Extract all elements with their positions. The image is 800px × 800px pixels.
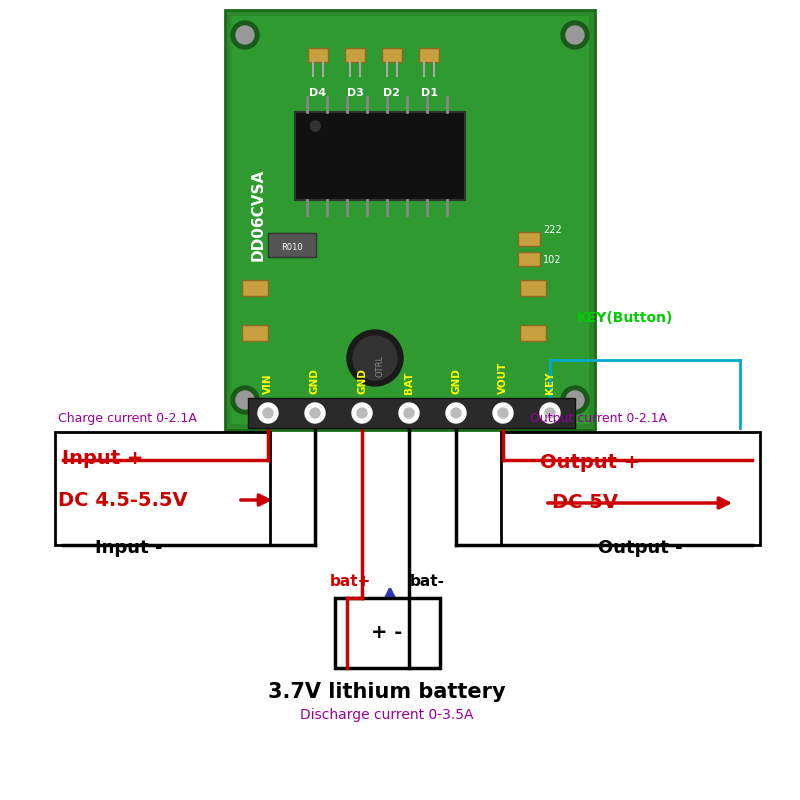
Circle shape — [498, 408, 508, 418]
Circle shape — [310, 121, 320, 131]
Circle shape — [566, 26, 584, 44]
Bar — [520, 280, 546, 296]
Bar — [518, 232, 540, 246]
Bar — [248, 398, 575, 428]
Text: R010: R010 — [281, 243, 303, 253]
Text: bat-: bat- — [410, 574, 445, 590]
Circle shape — [310, 408, 320, 418]
Text: GND: GND — [357, 368, 367, 394]
Bar — [335, 598, 440, 668]
Circle shape — [353, 336, 397, 380]
Bar — [55, 432, 270, 545]
Bar — [382, 48, 402, 62]
Circle shape — [347, 330, 403, 386]
Circle shape — [493, 403, 513, 423]
Bar — [225, 10, 595, 430]
Text: Input +: Input + — [62, 449, 143, 467]
Text: VOUT: VOUT — [498, 362, 508, 394]
Circle shape — [540, 403, 560, 423]
Text: + -: + - — [371, 623, 402, 642]
Circle shape — [545, 408, 555, 418]
Text: Discharge current 0-3.5A: Discharge current 0-3.5A — [300, 708, 474, 722]
Text: Output current 0-2.1A: Output current 0-2.1A — [530, 412, 667, 425]
Text: DC 5V: DC 5V — [552, 494, 618, 513]
Circle shape — [566, 391, 584, 409]
Text: KEY(Button): KEY(Button) — [577, 311, 673, 325]
Text: Output +: Output + — [540, 453, 640, 471]
Bar — [520, 325, 546, 341]
Circle shape — [399, 403, 419, 423]
Text: GND: GND — [451, 368, 461, 394]
Text: D1: D1 — [421, 88, 438, 98]
Text: D3: D3 — [346, 88, 363, 98]
Text: 102: 102 — [543, 255, 562, 265]
Circle shape — [236, 26, 254, 44]
Text: Output -: Output - — [598, 539, 682, 557]
Text: KEY: KEY — [545, 371, 555, 394]
Text: bat+: bat+ — [330, 574, 370, 590]
Circle shape — [231, 386, 259, 414]
Circle shape — [305, 403, 325, 423]
Bar — [268, 233, 316, 257]
Circle shape — [451, 408, 461, 418]
Bar — [345, 48, 365, 62]
Bar — [419, 48, 439, 62]
Text: 222: 222 — [543, 225, 562, 235]
Bar — [518, 252, 540, 266]
Text: VIN: VIN — [263, 374, 273, 394]
Text: OTRL: OTRL — [375, 355, 385, 377]
Circle shape — [352, 403, 372, 423]
Circle shape — [357, 408, 367, 418]
Text: D2: D2 — [383, 88, 401, 98]
Bar — [242, 325, 268, 341]
Bar — [231, 16, 589, 424]
Text: DC 4.5-5.5V: DC 4.5-5.5V — [58, 490, 188, 510]
Circle shape — [404, 408, 414, 418]
Circle shape — [263, 408, 273, 418]
Bar — [308, 48, 328, 62]
Circle shape — [446, 403, 466, 423]
Text: GND: GND — [310, 368, 320, 394]
Circle shape — [231, 21, 259, 49]
Text: DD06CVSA: DD06CVSA — [250, 169, 266, 261]
Text: D4: D4 — [310, 88, 326, 98]
Text: 3.7V lithium battery: 3.7V lithium battery — [268, 682, 506, 702]
Circle shape — [258, 403, 278, 423]
Text: BAT: BAT — [404, 371, 414, 394]
Bar — [242, 280, 268, 296]
Circle shape — [561, 386, 589, 414]
Text: Input -: Input - — [95, 539, 162, 557]
Bar — [501, 432, 760, 545]
Circle shape — [561, 21, 589, 49]
Bar — [295, 112, 465, 200]
Circle shape — [236, 391, 254, 409]
Text: Charge current 0-2.1A: Charge current 0-2.1A — [58, 412, 197, 425]
